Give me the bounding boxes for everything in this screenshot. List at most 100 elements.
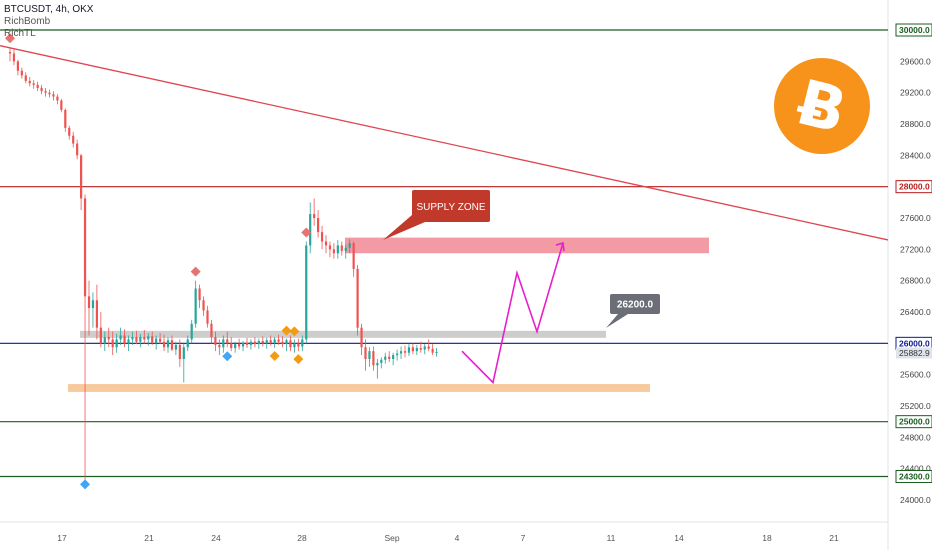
symbol-title: BTCUSDT, 4h, OKX: [4, 4, 94, 15]
candle: [364, 339, 367, 371]
candle: [234, 341, 237, 353]
candle-body: [162, 341, 166, 348]
bitcoin-logo-circle: [774, 58, 870, 154]
candle: [372, 346, 375, 371]
candle-body: [147, 336, 150, 340]
price-tick-label: 29200.0: [900, 88, 931, 98]
current-price-label: 25882.9: [899, 348, 930, 358]
indicator-richbomb[interactable]: RichBomb: [4, 16, 51, 27]
candle-body: [60, 100, 63, 110]
candle: [36, 81, 39, 92]
candle-body: [340, 245, 343, 251]
candle: [340, 241, 343, 256]
candle: [360, 323, 363, 356]
candle: [415, 344, 418, 356]
candle: [265, 337, 268, 349]
candle-body: [131, 337, 134, 340]
candle: [24, 72, 27, 84]
candle-body: [174, 344, 177, 350]
signal-marker-sell: [301, 227, 312, 238]
candle: [336, 239, 339, 259]
candle: [273, 337, 276, 349]
signal-marker-buy: [222, 351, 233, 362]
candle-body: [111, 339, 114, 348]
candle-body: [151, 336, 154, 343]
candle: [166, 337, 170, 353]
indicator-richtl[interactable]: RichTL: [4, 28, 36, 39]
candle: [320, 225, 324, 250]
signal-marker-sell: [5, 33, 15, 44]
candle-body: [72, 135, 75, 144]
candle-body: [40, 87, 43, 92]
date-tick-label: 21: [144, 533, 154, 543]
candle-body: [328, 245, 332, 250]
candle-body: [415, 348, 418, 352]
candle: [8, 47, 12, 62]
candle-body: [431, 348, 434, 353]
candle-body: [12, 53, 16, 62]
candle: [135, 330, 138, 345]
candle-body: [411, 347, 414, 352]
candle: [76, 139, 79, 160]
candle: [376, 359, 379, 379]
candle: [226, 331, 229, 348]
price-tick-label: 25600.0: [900, 370, 931, 380]
current-price-badge: [896, 347, 932, 359]
candle: [431, 344, 434, 356]
candle: [313, 198, 316, 226]
candle-body: [24, 75, 27, 81]
candle-body: [423, 346, 426, 350]
candle: [317, 210, 320, 238]
candle-body: [218, 344, 221, 348]
candle: [194, 280, 197, 328]
candle-body: [123, 335, 126, 344]
supply-zone-label: SUPPLY ZONE: [416, 202, 485, 213]
candle: [332, 243, 335, 259]
candle-body: [222, 339, 225, 348]
candle-body: [317, 218, 320, 233]
candle: [174, 341, 177, 356]
candle-body: [170, 340, 174, 350]
candle: [139, 333, 142, 348]
date-tick-label: 14: [674, 533, 684, 543]
date-tick-label: 18: [762, 533, 772, 543]
candle: [423, 344, 426, 355]
candle-body: [392, 355, 395, 359]
candle: [281, 336, 284, 348]
candle: [419, 341, 422, 353]
candle: [392, 352, 395, 366]
candle-body: [249, 341, 253, 345]
candle-body: [76, 143, 79, 156]
candle-body: [16, 61, 19, 71]
candle: [83, 194, 87, 312]
target-price-callout: 26200.0: [606, 294, 660, 328]
candle-body: [364, 347, 367, 359]
candle-body: [281, 341, 284, 345]
candle-body: [127, 339, 130, 344]
candle: [289, 335, 292, 352]
candle: [99, 312, 102, 348]
signal-marker-buy: [80, 479, 91, 490]
candle: [127, 335, 130, 352]
candle-body: [91, 300, 95, 309]
candle: [91, 292, 95, 328]
candle-body: [277, 339, 280, 342]
candle-body: [297, 343, 300, 347]
candle-body: [178, 344, 181, 359]
candle-body: [80, 155, 83, 199]
candle-body: [52, 94, 55, 97]
candle: [147, 333, 150, 346]
candle-body: [68, 127, 71, 136]
candle-body: [8, 51, 12, 54]
candle-body: [56, 96, 59, 101]
candle: [352, 241, 355, 277]
candle: [269, 335, 272, 346]
candle: [427, 339, 430, 352]
candle-body: [399, 351, 403, 354]
candle: [309, 202, 312, 254]
resistance-zone: [80, 330, 606, 338]
trend-line: [0, 45, 889, 241]
candle-body: [119, 335, 122, 340]
candle: [28, 77, 31, 87]
